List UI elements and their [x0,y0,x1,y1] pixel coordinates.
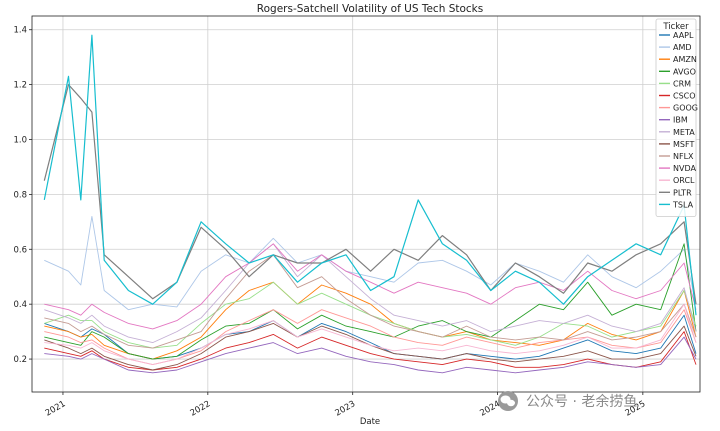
legend-box [655,18,697,217]
legend-entry: AAPL [673,31,694,40]
legend-entry: META [673,128,695,137]
legend-entry: AMZN [673,55,697,64]
series-line-meta [44,243,697,344]
legend-entry: GOOG [673,104,698,113]
series-line-avgo [44,243,697,360]
series-line-crm [44,281,697,349]
legend-entry: PLTR [673,188,692,197]
series-line-nflx [44,254,697,349]
legend-entry: AVGO [673,67,696,76]
series-lines [43,34,697,374]
y-tick-label: 0.4 [13,300,27,310]
series-line-tsla [43,34,697,316]
y-tick-label: 1.2 [13,81,27,91]
y-tick-label: 1.4 [13,26,27,36]
series-line-orcl [44,303,697,366]
y-axis-ticks: 0.2 0.4 0.6 0.8 1.0 1.2 1.4 [13,26,32,365]
legend-entry: ORCL [673,176,695,185]
chart-title: Rogers-Satchell Volatility of US Tech St… [257,3,483,15]
y-tick-label: 1.0 [13,136,27,146]
legend-entry: IBM [673,116,688,125]
legend-entry: NFLX [673,152,694,161]
x-axis-label: Date [360,417,380,427]
grid [32,16,700,392]
y-tick-label: 0.2 [13,355,27,365]
wechat-icon [498,391,518,411]
watermark: 公众号 · 老余捞鱼 [498,391,637,411]
y-tick-label: 0.8 [13,190,27,200]
y-tick-label: 0.6 [13,245,27,255]
legend-title: Ticker [662,22,689,32]
series-line-pltr [43,83,697,305]
series-line-csco [44,331,697,371]
plot-frame [31,15,701,393]
series-line-amd [44,215,697,311]
legend-entry: AMD [673,43,692,52]
series-line-amzn [44,281,697,360]
watermark-text: 公众号 · 老余捞鱼 [526,393,637,410]
series-line-msft [44,322,697,371]
legend-entry: TSLA [672,200,694,209]
legend-entry: MSFT [673,140,694,149]
legend-entry: NVDA [673,164,696,173]
legend-entry: CRM [673,79,691,88]
series-line-ibm [44,336,697,374]
legend-entry: CSCO [673,92,696,101]
